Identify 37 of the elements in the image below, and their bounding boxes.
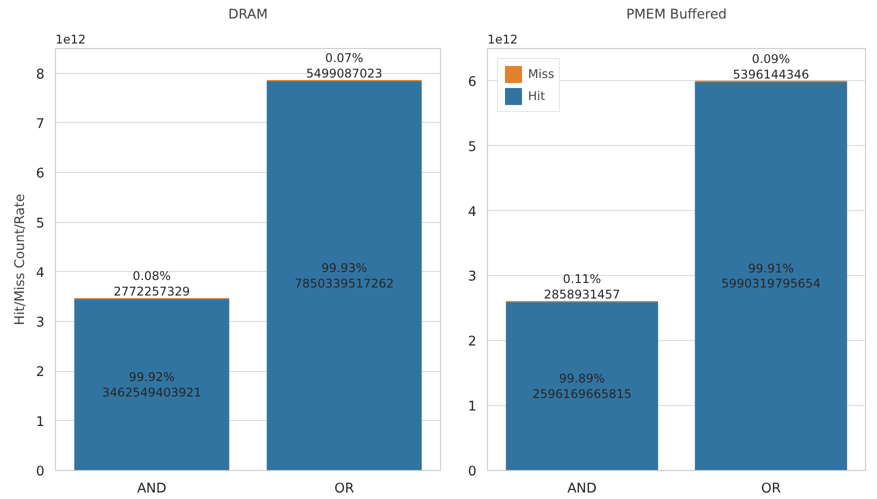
annotation: 99.92% 3462549403921 (102, 370, 202, 400)
y-tick-label: 1 (468, 400, 477, 415)
annotation: 99.91% 5990319795654 (721, 261, 821, 291)
y-tick-label: 0 (468, 464, 477, 480)
bar (74, 298, 230, 470)
y-tick-label: 0 (36, 464, 45, 480)
y-tick-label: 2 (468, 334, 477, 350)
text: 1e12 (56, 32, 86, 46)
legend-label: Miss (528, 67, 554, 81)
bar (506, 301, 658, 470)
y-tick-label: 7 (36, 116, 45, 132)
y-tick-label: 5 (468, 140, 477, 155)
y-tick-label: 5 (36, 216, 45, 232)
y-tick-label: 2 (36, 365, 45, 380)
y-tick-label: 3 (36, 316, 45, 331)
x-tick-label: OR (334, 482, 354, 496)
annotation: 0.11% 2858931457 (544, 272, 620, 302)
x-tick-label: AND (137, 482, 166, 496)
legend-label: Hit (528, 89, 546, 103)
y-tick-label: 1 (36, 414, 45, 430)
y-tick-label: 3 (468, 270, 477, 285)
x-tick-label: OR (761, 482, 781, 496)
y-axis-title: Hit/Miss Count/Rate (13, 194, 28, 326)
x-tick-label: AND (567, 482, 597, 496)
text: 1e12 (488, 32, 518, 46)
y-tick-label: 4 (468, 204, 477, 220)
annotation: 0.07% 5499087023 (306, 51, 382, 81)
chart-title: PMEM Buffered (626, 8, 727, 22)
annotation: 0.09% 5396144346 (732, 52, 810, 82)
chart-title: DRAM (228, 8, 268, 22)
y-tick-label: 4 (36, 266, 45, 281)
annotation: 0.08% 2772257329 (114, 269, 190, 299)
y-tick-label: 6 (468, 74, 477, 90)
y-tick-label: 6 (36, 166, 45, 182)
annotation: 99.89% 2596169665815 (532, 371, 632, 401)
y-tick-label: 8 (36, 67, 45, 82)
annotation: 99.93% 7850339517262 (294, 260, 394, 290)
